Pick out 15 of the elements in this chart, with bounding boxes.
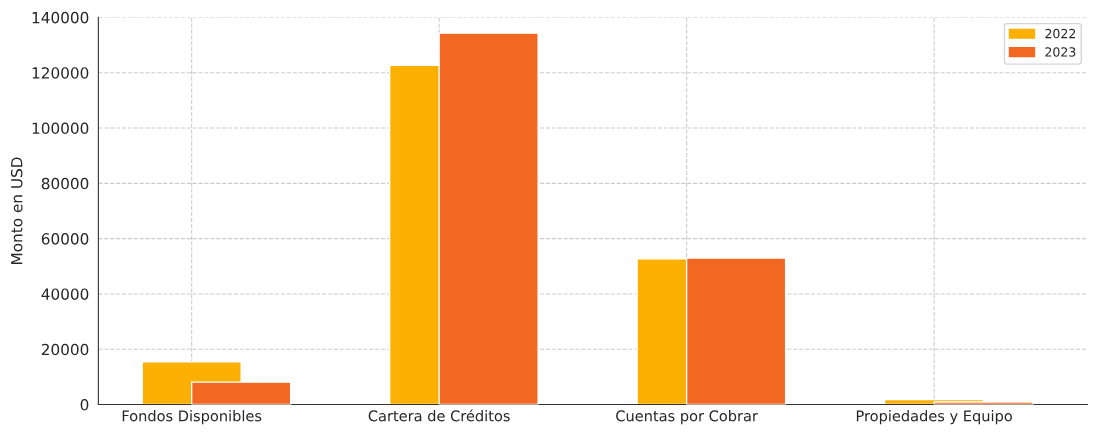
y-tick-label: 40000 bbox=[41, 288, 89, 300]
x-tick-label: Cuentas por Cobrar bbox=[616, 410, 758, 425]
y-tick-label: 80000 bbox=[41, 177, 89, 190]
y-tick-label: 60000 bbox=[41, 233, 89, 245]
y-tick-label: 120000 bbox=[32, 67, 89, 79]
y-axis-title: Monto en USD bbox=[10, 157, 23, 264]
x-tick-label: Propiedades y Equipo bbox=[856, 410, 1012, 425]
legend-label: 2023 bbox=[1045, 47, 1076, 57]
y-tick-label: 0 bbox=[80, 399, 89, 411]
legend-label: 2022 bbox=[1045, 28, 1076, 39]
y-tick-label: 100000 bbox=[32, 122, 89, 135]
y-tick-label: 20000 bbox=[41, 343, 89, 356]
x-tick-label: Cartera de Créditos bbox=[368, 409, 510, 422]
x-tick-label: Fondos Disponibles bbox=[122, 410, 262, 425]
y-tick-label: 140000 bbox=[32, 11, 89, 24]
